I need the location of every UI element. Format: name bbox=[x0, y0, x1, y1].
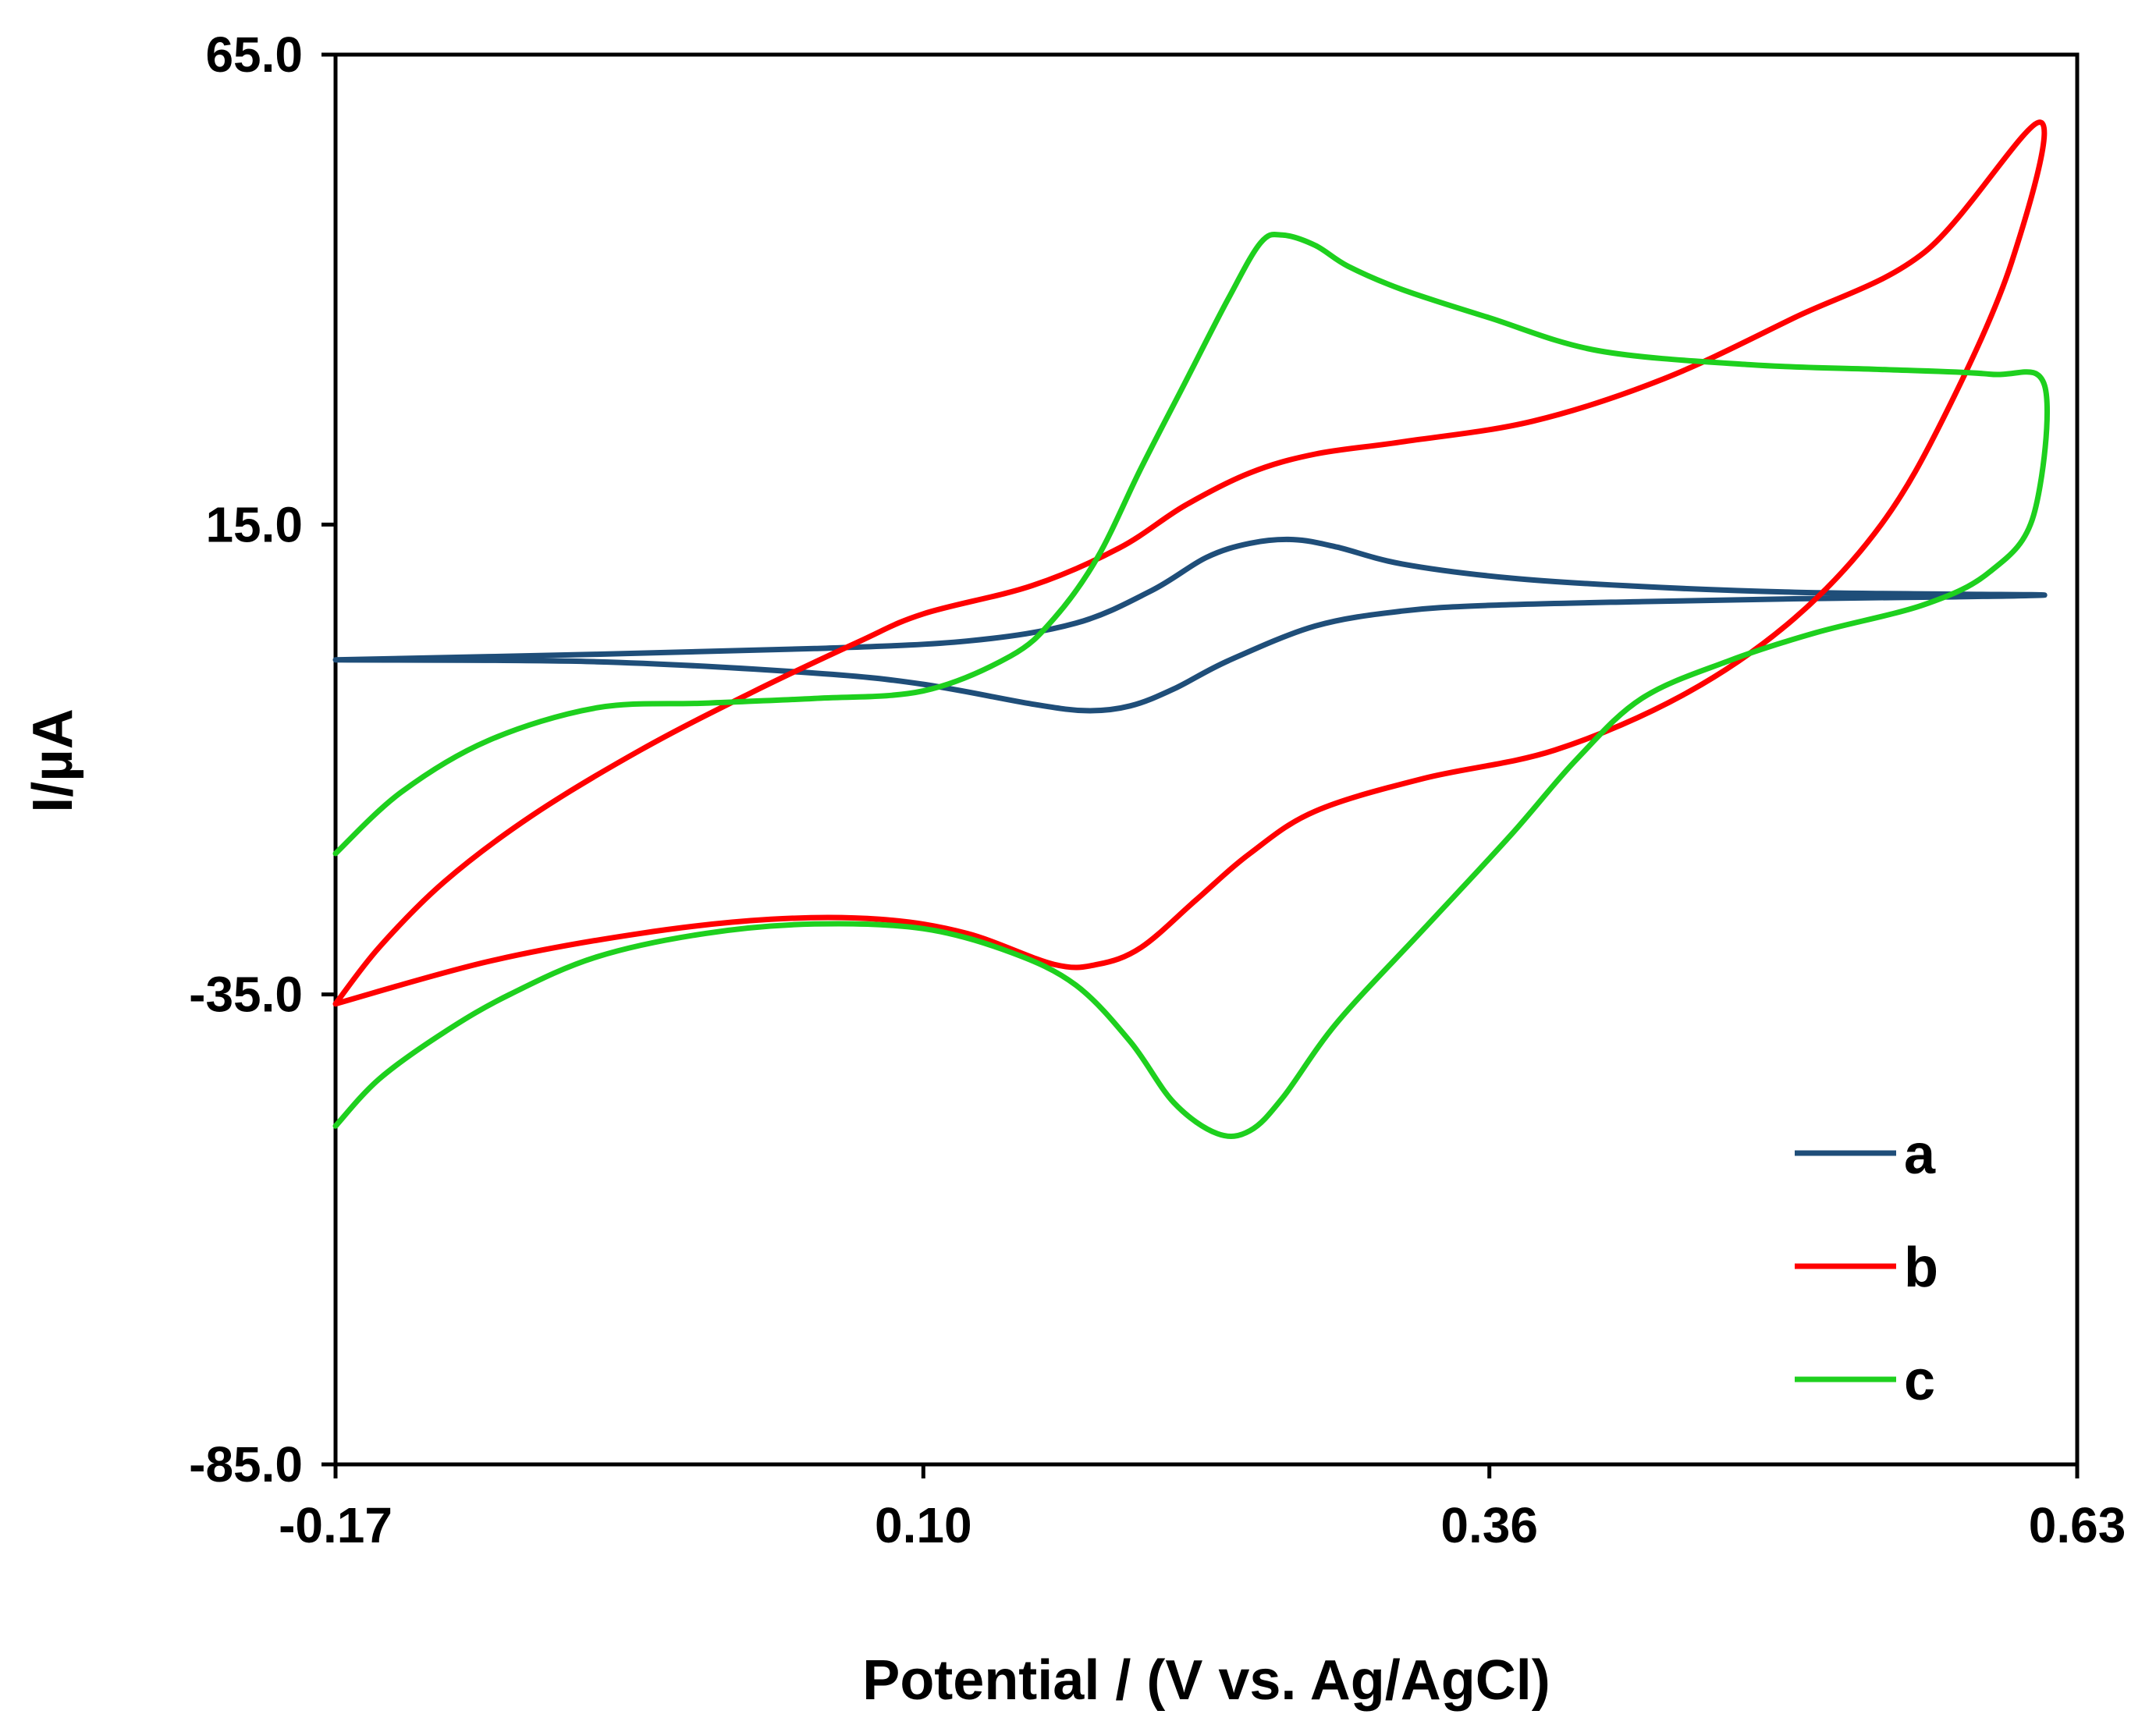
legend-label-c: c bbox=[1904, 1350, 1935, 1412]
y-tick-label: 15.0 bbox=[205, 496, 303, 552]
x-tick-label: -0.17 bbox=[279, 1497, 392, 1553]
y-tick-label: -85.0 bbox=[189, 1436, 303, 1492]
x-tick-label: 0.36 bbox=[1440, 1497, 1538, 1553]
curves-layer bbox=[332, 119, 2050, 1139]
axis-ticks: -0.17 0.10 0.36 0.63 65.0 15.0 -35.0 -85.0 bbox=[189, 27, 2126, 1553]
legend-label-a: a bbox=[1904, 1123, 1936, 1186]
series-b-line bbox=[332, 119, 2048, 1007]
series-a-line bbox=[332, 536, 2048, 714]
x-tick-label: 0.63 bbox=[2029, 1497, 2126, 1553]
x-tick-label: 0.10 bbox=[875, 1497, 972, 1553]
y-tick-label: -35.0 bbox=[189, 967, 303, 1023]
plot-area bbox=[333, 52, 2080, 1467]
legend: abc bbox=[1795, 1123, 1938, 1412]
y-axis-title: I/µA bbox=[22, 708, 84, 813]
y-tick-label: 65.0 bbox=[205, 27, 303, 83]
series-c-line bbox=[332, 231, 2050, 1139]
x-axis-title: Potential / (V vs. Ag/AgCl) bbox=[862, 1649, 1550, 1712]
legend-label-b: b bbox=[1904, 1237, 1938, 1299]
